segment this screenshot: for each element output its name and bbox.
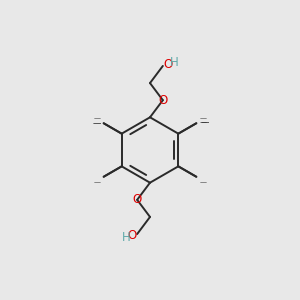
Text: O: O [164,58,173,71]
Text: —: — [199,179,206,185]
Text: —: — [200,118,208,127]
Text: H: H [122,231,130,244]
Text: O: O [158,94,167,107]
Text: O: O [133,193,142,206]
Text: —: — [94,179,101,185]
Text: O: O [127,229,136,242]
Text: —: — [94,115,101,121]
Text: H: H [170,56,178,69]
Text: —: — [199,115,206,121]
Text: —: — [200,119,207,125]
Text: —: — [93,119,101,128]
